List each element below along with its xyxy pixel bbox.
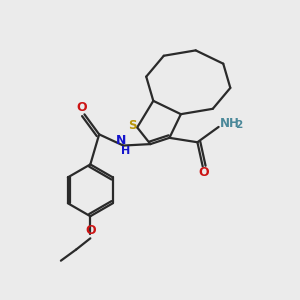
Text: O: O	[198, 167, 208, 179]
Text: O: O	[77, 101, 87, 114]
Text: O: O	[85, 224, 96, 238]
Text: H: H	[121, 146, 130, 157]
Text: N: N	[116, 134, 126, 147]
Text: 2: 2	[235, 120, 242, 130]
Text: S: S	[128, 119, 136, 132]
Text: NH: NH	[220, 117, 240, 130]
